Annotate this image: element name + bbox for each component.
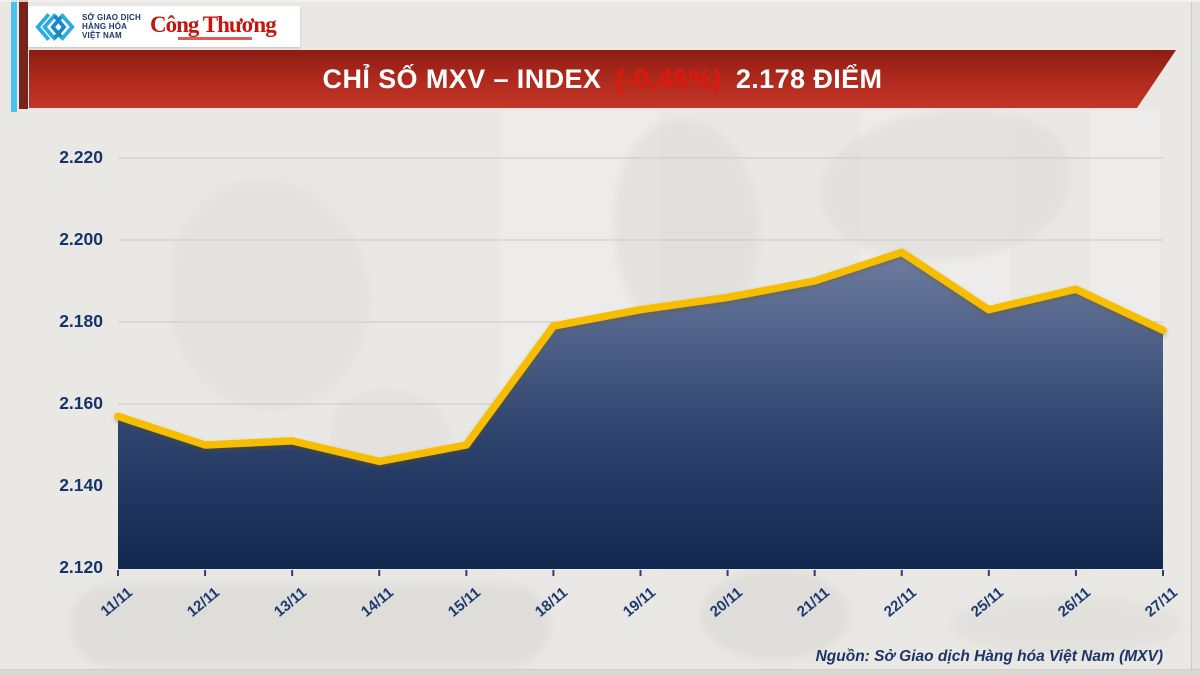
mxv-logo-line2: HÀNG HÓA [82,22,128,31]
x-tick-label: 19/11 [619,584,659,621]
frame-top-line [0,0,1200,2]
x-tick-label: 21/11 [793,584,833,621]
mxv-logo-icon [35,12,75,41]
x-axis-ticks [117,570,1164,576]
x-tick [900,570,903,576]
x-tick [378,570,381,576]
y-tick-label: 2.160 [59,393,103,413]
x-tick-label: 20/11 [706,584,746,621]
x-tick [117,570,119,576]
edge-stripe-cyan [11,0,17,112]
cong-thuong-logo: Công Thương [150,12,277,40]
frame-right-line [1191,0,1192,675]
title-banner: CHỈ SỐ MXV – INDEX (-0,46%) 2.178 ĐIỂM [29,50,1176,108]
mxv-logo-line3: VIỆT NAM [82,31,122,40]
y-tick-label: 2.220 [59,147,103,167]
y-tick-label: 2.200 [59,229,103,249]
x-tick-label: 15/11 [445,584,485,621]
edge-stripe-maroon [19,0,28,109]
x-tick [204,570,207,576]
frame-right [1192,0,1200,675]
x-tick-label: 26/11 [1054,584,1094,621]
x-tick [291,570,294,576]
source-credit: Nguồn: Sở Giao dịch Hàng hóa Việt Nam (M… [815,648,1163,665]
x-tick-label: 22/11 [880,584,920,621]
cong-thuong-wordmark: Công Thương [150,12,277,37]
x-tick [813,570,816,576]
title-text: CHỈ SỐ MXV – INDEX [322,63,602,94]
page-title: CHỈ SỐ MXV – INDEX (-0,46%) 2.178 ĐIỂM [323,64,883,95]
x-tick-label: 11/11 [97,584,136,621]
header-logo-box: SỞ GIAO DỊCH HÀNG HÓA VIỆT NAM Công Thươ… [28,6,300,47]
y-tick-label: 2.120 [59,557,103,577]
x-tick-label: 18/11 [532,584,572,621]
title-change-value: (-0,46%) [615,63,722,94]
index-line [114,248,1167,466]
title-points-value: 2.178 ĐIỂM [735,63,883,94]
frame-bottom [0,670,1200,675]
x-tick [1074,570,1077,576]
x-tick [987,570,990,576]
frame-bottom-line [0,669,1200,670]
mxv-logo-line1: SỞ GIAO DỊCH [82,13,142,22]
x-tick-label: 25/11 [967,584,1007,621]
area-fill [118,252,1163,570]
x-tick [726,570,729,576]
mxv-logo-text: SỞ GIAO DỊCH HÀNG HÓA VIỆT NAM [82,13,141,40]
y-tick-label: 2.180 [59,311,103,331]
x-tick [639,570,642,576]
y-tick-label: 2.140 [59,475,103,495]
cong-thuong-tagline-strip [178,37,253,40]
x-tick-label: 13/11 [271,584,311,621]
x-tick [1162,570,1164,576]
x-tick [552,570,555,576]
x-tick-label: 14/11 [358,584,398,621]
x-tick-label: 27/11 [1141,584,1181,621]
x-tick [465,570,468,576]
x-tick-label: 12/11 [183,584,224,621]
